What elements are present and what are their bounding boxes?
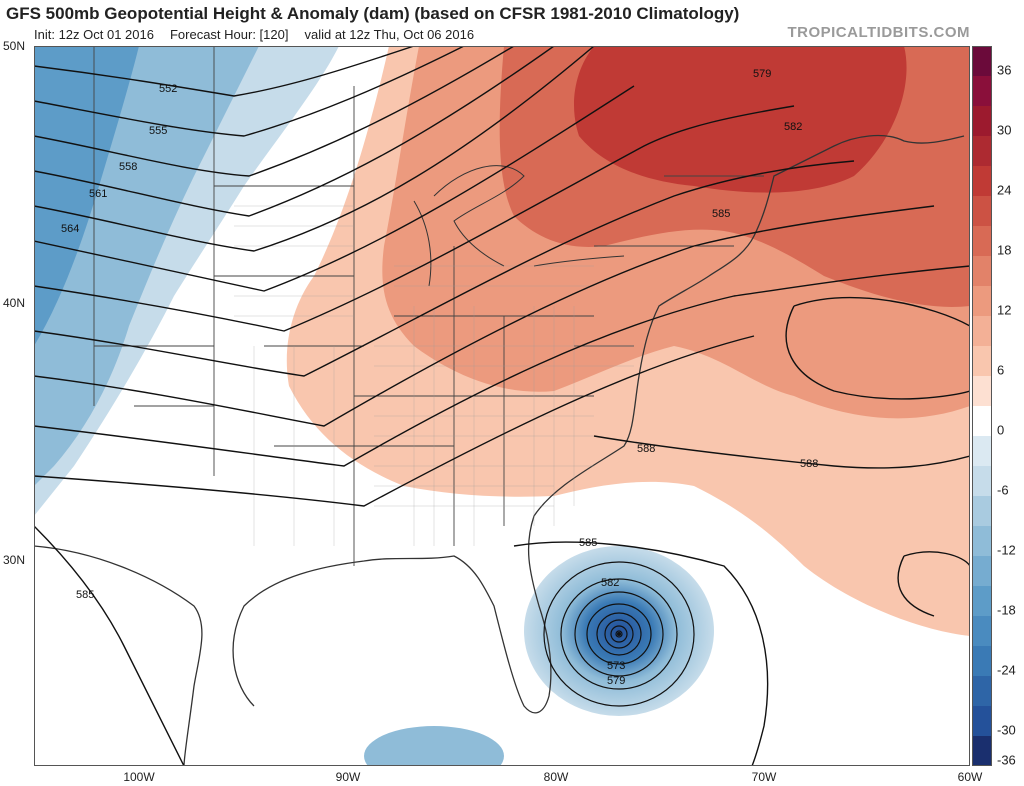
colorbar-label: 12 [997, 302, 1012, 318]
colorbar-bin [972, 106, 992, 136]
colorbar-bin [972, 616, 992, 646]
site-watermark: TROPICALTIDBITS.COM [787, 24, 970, 41]
lon-label: 60W [957, 770, 983, 784]
colorbar-label: -18 [997, 602, 1016, 618]
contour-label: 555 [149, 125, 167, 137]
great-lakes [413, 165, 625, 287]
colorbar-bin [972, 406, 992, 436]
colorbar-bin [972, 526, 992, 556]
lat-label: 30N [3, 553, 26, 567]
colorbar-bin [972, 646, 992, 676]
map-title: GFS 500mb Geopotential Height & Anomaly … [6, 4, 740, 23]
lon-label: 100W [123, 770, 155, 784]
colorbar-bin [972, 256, 992, 286]
contour-loop-se [897, 551, 970, 617]
colorbar [972, 46, 992, 766]
contour-label: 579 [753, 68, 771, 80]
contour-588 [593, 435, 970, 469]
contour-585-east [513, 541, 769, 766]
colorbar-bin [972, 286, 992, 316]
colorbar-bin [972, 556, 992, 586]
contour-label: 588 [800, 458, 818, 470]
colorbar-label: 24 [997, 182, 1012, 198]
colorbar-bin [972, 196, 992, 226]
contour-labels: 552 555 558 561 564 579 582 585 588 588 … [61, 68, 818, 687]
valid-time: valid at 12z Thu, Oct 06 2016 [304, 27, 475, 42]
pos-anomaly-6-south [894, 535, 970, 636]
contour-label: 573 [607, 660, 625, 672]
colorbar-bin [972, 346, 992, 376]
hurricane-low-icon [617, 632, 621, 636]
map-frame [34, 46, 970, 766]
lat-label: 40N [3, 296, 26, 310]
contour-label: 588 [637, 443, 655, 455]
colorbar-bin [972, 586, 992, 616]
colorbar-label: -36 [997, 752, 1016, 768]
contour-label: 582 [784, 121, 802, 133]
contour-label: 585 [579, 537, 597, 549]
neg-anomaly-18 [34, 46, 139, 346]
contour-loop-east [785, 297, 970, 400]
contour-label: 552 [159, 83, 177, 95]
colorbar-label: 30 [997, 122, 1012, 138]
map-subtitle: Init: 12z Oct 01 2016 Forecast Hour: [120… [34, 27, 474, 42]
lat-label: 50N [3, 39, 26, 53]
colorbar-bin [972, 226, 992, 256]
colorbar-bin [972, 676, 992, 706]
contour-label: 558 [119, 161, 137, 173]
colorbar-bin [972, 316, 992, 346]
colorbar-bin [972, 466, 992, 496]
cool-anomaly-south [364, 726, 504, 766]
colorbar-label: -24 [997, 662, 1016, 678]
colorbar-label: -30 [997, 722, 1016, 738]
colorbar-bin [972, 136, 992, 166]
storm-contours [543, 561, 695, 707]
colorbar-label: -6 [997, 482, 1009, 498]
colorbar-bin [972, 436, 992, 466]
forecast-hour: Forecast Hour: [120] [169, 27, 289, 42]
colorbar-bin [972, 496, 992, 526]
contour-label: 579 [607, 675, 625, 687]
colorbar-bin [972, 166, 992, 196]
colorbar-label: 18 [997, 242, 1012, 258]
colorbar-label: 0 [997, 422, 1005, 438]
contour-label: 582 [601, 577, 619, 589]
colorbar-bin [972, 736, 992, 766]
lon-label: 90W [335, 770, 361, 784]
colorbar-bin [972, 76, 992, 106]
contour-585-west [34, 525, 185, 766]
colorbar-bin [972, 376, 992, 406]
height-contours [34, 46, 970, 766]
contour-label: 564 [61, 223, 79, 235]
anomaly-map: 552 555 558 561 564 579 582 585 588 588 … [34, 46, 970, 766]
colorbar-bin [972, 706, 992, 736]
contour-label: 585 [712, 208, 730, 220]
colorbar-label: -12 [997, 542, 1016, 558]
colorbar-bin [972, 46, 992, 76]
colorbar-label: 36 [997, 62, 1012, 78]
colorbar-label: 6 [997, 362, 1005, 378]
contour-label: 561 [89, 188, 107, 200]
contour-label: 585 [76, 589, 94, 601]
lon-label: 70W [751, 770, 777, 784]
pos-anomaly-24 [574, 46, 907, 193]
lon-label: 80W [543, 770, 569, 784]
init-time: Init: 12z Oct 01 2016 [34, 27, 154, 42]
